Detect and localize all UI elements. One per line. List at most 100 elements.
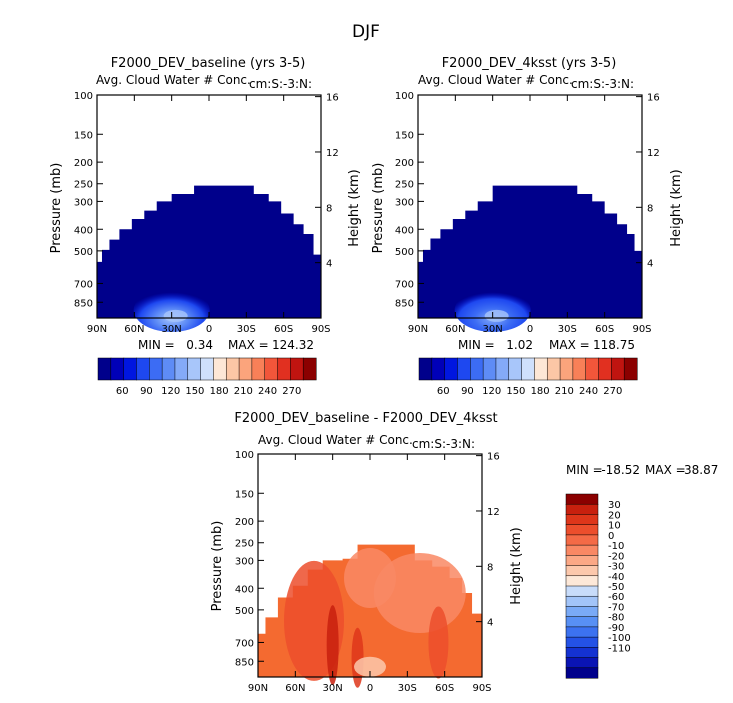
plot-area: 90N 60N 30N 0 30S 60S 90S 100 150 200 250 300 400 500… — [395, 91, 660, 335]
colorbar-swatch — [546, 357, 561, 381]
y-axis-label: Pressure (mb) — [371, 163, 386, 254]
x-tick-label: 60N — [124, 324, 144, 335]
concentration-core — [163, 309, 188, 322]
colorbar-swatch — [611, 357, 625, 381]
colorbar-swatch — [161, 357, 176, 381]
chart-subtitle: Avg. Cloud Water # Conc. — [418, 73, 573, 87]
min-value: 1.02 — [506, 338, 533, 352]
chart-subtitle: Avg. Cloud Water # Conc. — [258, 433, 413, 447]
colorbar-label: 150 — [185, 386, 204, 397]
colorbar-swatch — [264, 357, 279, 381]
y-axis-right-label: Height (km) — [509, 527, 524, 604]
chart-panel-difference: F2000_DEV_baseline - F2000_DEV_4ksst Avg… — [210, 411, 718, 694]
y-right-tick-label: 4 — [326, 259, 332, 270]
colorbar-swatch — [598, 357, 612, 381]
y-tick-label: 400 — [395, 225, 414, 236]
colorbar-swatch — [508, 357, 523, 381]
x-tick-label: 30S — [398, 683, 417, 694]
concentration-core — [484, 309, 509, 322]
colorbar-label: 270 — [282, 386, 301, 397]
colorbar-swatch — [290, 357, 304, 381]
min-label: MIN = — [458, 338, 495, 352]
chart-title: F2000_DEV_baseline - F2000_DEV_4ksst — [234, 411, 497, 426]
colorbar-label: 0 — [608, 531, 614, 542]
colorbar-label: 150 — [506, 386, 525, 397]
colorbar-label: 180 — [531, 386, 550, 397]
colorbar-label: 90 — [140, 386, 153, 397]
colorbar-swatch — [559, 357, 574, 381]
colorbar-label: -110 — [608, 643, 631, 654]
colorbar-label: 120 — [161, 386, 180, 397]
colorbar-label: 10 — [608, 521, 621, 532]
colorbar-swatch — [565, 575, 599, 587]
colorbar-label: 270 — [603, 386, 622, 397]
y-tick-label: 400 — [74, 225, 93, 236]
y-axis-right-label: Height (km) — [669, 169, 684, 246]
colorbar-label: -20 — [608, 551, 624, 562]
colorbar-swatch — [302, 357, 317, 381]
x-tick-label: 0 — [367, 683, 373, 694]
colorbar-swatch — [565, 514, 599, 526]
y-right-tick-label: 4 — [487, 618, 493, 629]
colorbar-swatch — [565, 565, 599, 577]
y-tick-label: 700 — [74, 279, 93, 290]
concentration-maximum — [133, 287, 210, 332]
y-tick-label: 300 — [395, 197, 414, 208]
x-tick-label: 30N — [162, 324, 182, 335]
colorbar-label: 210 — [234, 386, 253, 397]
colorbar-swatch — [251, 357, 266, 381]
y-tick-label: 150 — [74, 130, 93, 141]
y-tick-label: 250 — [74, 180, 93, 191]
colorbar-label: 60 — [437, 386, 450, 397]
colorbar-swatch — [444, 357, 459, 381]
max-value: 38.87 — [684, 463, 718, 477]
colorbar-label: 60 — [116, 386, 129, 397]
colorbar-swatch — [565, 616, 599, 628]
colorbar-label: 180 — [210, 386, 229, 397]
colorbar-label: 120 — [482, 386, 501, 397]
y-tick-label: 200 — [74, 158, 93, 169]
colorbar: 60 90 120 150 180 210 240 270 — [97, 357, 317, 397]
y-right-tick-label: 12 — [487, 507, 500, 518]
chart-subtitle-unit: cm:S:-3:N: — [571, 77, 634, 91]
colorbar-label: -70 — [608, 602, 624, 613]
max-value: 124.32 — [272, 338, 314, 352]
x-tick-label: 30S — [558, 324, 577, 335]
colorbar-swatch — [521, 357, 535, 381]
chart-title: F2000_DEV_4ksst (yrs 3-5) — [442, 56, 617, 71]
colorbar-label: 210 — [555, 386, 574, 397]
colorbar-swatch — [457, 357, 471, 381]
difference-patch — [326, 605, 339, 686]
y-tick-label: 300 — [74, 197, 93, 208]
chart-subtitle-unit: cm:S:-3:N: — [249, 77, 312, 91]
y-right-tick-label: 16 — [487, 452, 500, 463]
y-right-tick-label: 16 — [326, 93, 339, 104]
x-tick-label: 30S — [237, 324, 256, 335]
colorbar-swatch — [565, 636, 599, 648]
y-tick-label: 500 — [74, 247, 93, 258]
colorbar-label: 20 — [608, 510, 621, 521]
y-tick-label: 400 — [235, 584, 254, 595]
colorbar-swatch — [565, 544, 599, 556]
chart-title: F2000_DEV_baseline (yrs 3-5) — [111, 56, 306, 71]
colorbar-swatch — [572, 357, 587, 381]
x-tick-label: 60N — [445, 324, 465, 335]
colorbar-swatch — [565, 595, 599, 607]
colorbar-swatch — [213, 357, 227, 381]
colorbar-swatch — [565, 657, 599, 669]
x-tick-label: 0 — [527, 324, 533, 335]
colorbar-swatch — [418, 357, 433, 381]
y-tick-label: 850 — [235, 657, 254, 668]
chart-panel-4ksst: F2000_DEV_4ksst (yrs 3-5) Avg. Cloud Wat… — [371, 56, 684, 397]
y-tick-label: 500 — [395, 247, 414, 258]
y-tick-label: 150 — [235, 489, 254, 500]
page-title: DJF — [352, 22, 380, 42]
difference-patch — [351, 627, 364, 688]
y-right-tick-label: 8 — [647, 203, 653, 214]
x-tick-label: 30N — [323, 683, 343, 694]
max-label: MAX = — [228, 338, 269, 352]
y-tick-label: 100 — [395, 91, 414, 102]
colorbar-swatch — [565, 503, 599, 515]
difference-patch — [354, 656, 386, 677]
